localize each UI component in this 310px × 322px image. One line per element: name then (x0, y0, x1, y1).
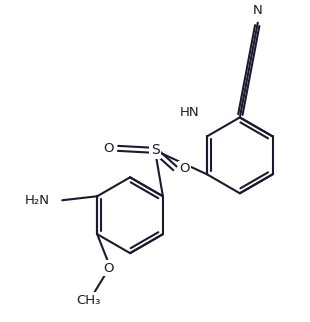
Text: O: O (104, 142, 114, 155)
Text: O: O (103, 261, 113, 275)
Text: N: N (253, 4, 263, 17)
Text: H₂N: H₂N (25, 194, 50, 207)
Text: O: O (179, 162, 189, 175)
Text: CH₃: CH₃ (76, 294, 100, 307)
Text: S: S (151, 143, 159, 157)
Text: HN: HN (180, 106, 200, 119)
